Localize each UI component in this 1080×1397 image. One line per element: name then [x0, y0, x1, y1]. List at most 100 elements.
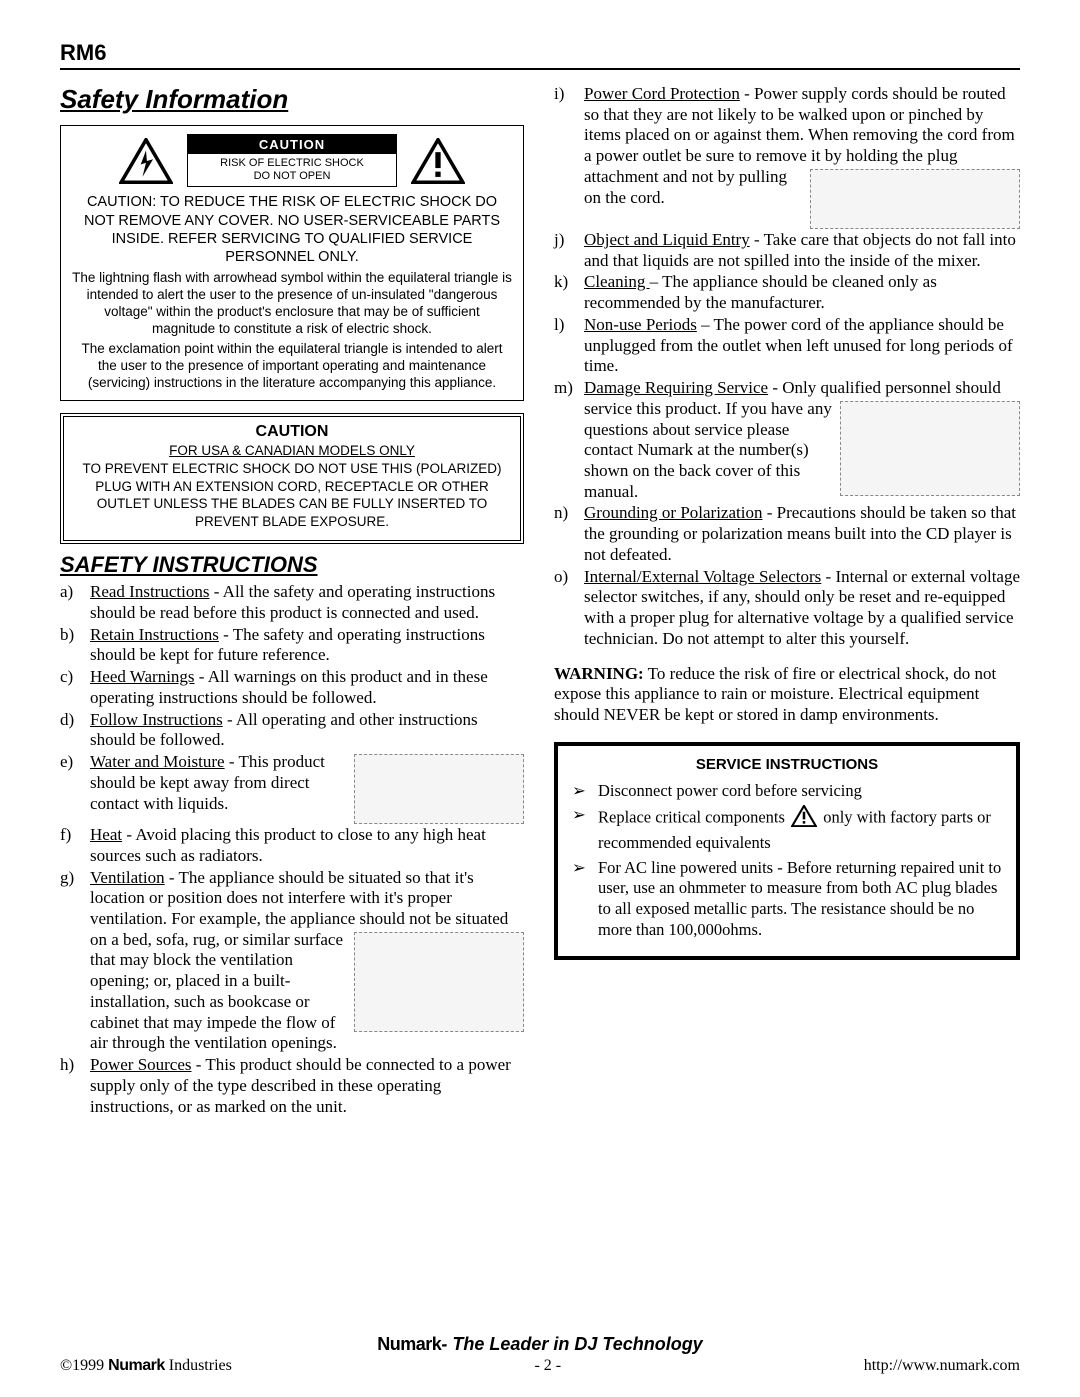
- service-item-text: Replace critical components only with fa…: [598, 805, 1002, 853]
- list-content: Object and Liquid Entry - Take care that…: [584, 230, 1020, 271]
- list-item: i)Power Cord Protection - Power supply c…: [554, 84, 1020, 229]
- list-marker: k): [554, 272, 584, 313]
- right-column: i)Power Cord Protection - Power supply c…: [554, 84, 1020, 1118]
- list-marker: i): [554, 84, 584, 229]
- bullet-icon: ➢: [572, 781, 598, 802]
- copyright-post: Industries: [165, 1357, 232, 1374]
- list-item: d)Follow Instructions - All operating an…: [60, 710, 524, 751]
- list-marker: e): [60, 752, 90, 824]
- list-content: Ventilation - The appliance should be si…: [90, 868, 524, 1055]
- list-item: a)Read Instructions - All the safety and…: [60, 582, 524, 623]
- list-marker: c): [60, 667, 90, 708]
- bullet-icon: ➢: [572, 858, 598, 941]
- item-heading: Object and Liquid Entry: [584, 230, 750, 249]
- safety-info-title: Safety Information: [60, 84, 524, 115]
- list-content: Internal/External Voltage Selectors - In…: [584, 567, 1020, 650]
- list-item: k)Cleaning – The appliance should be cle…: [554, 272, 1020, 313]
- item-heading: Follow Instructions: [90, 710, 223, 729]
- brand-name-small: Numark: [108, 1357, 165, 1374]
- item-heading: Heat: [90, 825, 122, 844]
- service-item: ➢For AC line powered units - Before retu…: [572, 858, 1002, 941]
- list-content: Heat - Avoid placing this product to clo…: [90, 825, 524, 866]
- list-marker: h): [60, 1055, 90, 1117]
- illustration-placeholder: [840, 401, 1020, 496]
- service-list: ➢Disconnect power cord before servicing➢…: [572, 781, 1002, 940]
- list-item: j)Object and Liquid Entry - Take care th…: [554, 230, 1020, 271]
- item-text: - Avoid placing this product to close to…: [90, 825, 486, 865]
- list-content: Power Sources - This product should be c…: [90, 1055, 524, 1117]
- item-heading: Power Sources: [90, 1055, 192, 1074]
- exclamation-triangle-icon: [791, 805, 817, 833]
- lightning-triangle-icon: [119, 138, 173, 184]
- item-heading: Water and Moisture: [90, 752, 225, 771]
- caution-top-row: CAUTION RISK OF ELECTRIC SHOCK DO NOT OP…: [71, 134, 513, 187]
- caution2-body: TO PREVENT ELECTRIC SHOCK DO NOT USE THI…: [78, 460, 506, 530]
- content-columns: Safety Information CAUTION RISK OF ELECT…: [60, 84, 1020, 1118]
- header: RM6: [60, 40, 1020, 70]
- footer-tag-text: - The Leader in DJ Technology: [441, 1334, 702, 1354]
- caution-label: CAUTION: [188, 135, 396, 154]
- caution-risk-text: RISK OF ELECTRIC SHOCK DO NOT OPEN: [188, 154, 396, 186]
- caution-sub2: The exclamation point within the equilat…: [71, 341, 513, 392]
- list-item: m)Damage Requiring Service - Only qualif…: [554, 378, 1020, 502]
- service-item-text: For AC line powered units - Before retur…: [598, 858, 1002, 941]
- list-item: e)Water and Moisture - This product shou…: [60, 752, 524, 824]
- bullet-icon: ➢: [572, 805, 598, 853]
- item-heading: Power Cord Protection: [584, 84, 740, 103]
- list-content: Damage Requiring Service - Only qualifie…: [584, 378, 1020, 502]
- list-item: g)Ventilation - The appliance should be …: [60, 868, 524, 1055]
- list-content: Read Instructions - All the safety and o…: [90, 582, 524, 623]
- service-item-text: Disconnect power cord before servicing: [598, 781, 862, 802]
- item-heading: Ventilation: [90, 868, 165, 887]
- page-number: - 2 -: [534, 1357, 561, 1375]
- list-item: b)Retain Instructions - The safety and o…: [60, 625, 524, 666]
- service-head: SERVICE INSTRUCTIONS: [572, 756, 1002, 773]
- illustration-placeholder: [354, 754, 524, 824]
- list-marker: j): [554, 230, 584, 271]
- instructions-list-left: a)Read Instructions - All the safety and…: [60, 582, 524, 1117]
- item-heading: Heed Warnings: [90, 667, 195, 686]
- list-marker: b): [60, 625, 90, 666]
- brand-name: Numark: [377, 1334, 441, 1354]
- footer-copyright: ©1999 Numark Industries: [60, 1357, 232, 1375]
- item-heading: Non-use Periods: [584, 315, 697, 334]
- illustration-placeholder: [810, 169, 1020, 229]
- list-item: n)Grounding or Polarization - Precaution…: [554, 503, 1020, 565]
- list-item: l)Non-use Periods – The power cord of th…: [554, 315, 1020, 377]
- caution-box-main: CAUTION RISK OF ELECTRIC SHOCK DO NOT OP…: [60, 125, 524, 401]
- list-content: Power Cord Protection - Power supply cor…: [584, 84, 1020, 229]
- list-marker: d): [60, 710, 90, 751]
- item-heading: Cleaning: [584, 272, 650, 291]
- list-item: h)Power Sources - This product should be…: [60, 1055, 524, 1117]
- list-content: Water and Moisture - This product should…: [90, 752, 524, 824]
- list-item: o)Internal/External Voltage Selectors - …: [554, 567, 1020, 650]
- warning-bold: WARNING:: [554, 664, 644, 683]
- caution-sub1: The lightning flash with arrowhead symbo…: [71, 270, 513, 338]
- item-heading: Retain Instructions: [90, 625, 219, 644]
- list-content: Grounding or Polarization - Precautions …: [584, 503, 1020, 565]
- list-content: Cleaning – The appliance should be clean…: [584, 272, 1020, 313]
- caution2-head: CAUTION: [78, 423, 506, 441]
- safety-instructions-title: SAFETY INSTRUCTIONS: [60, 552, 524, 578]
- list-marker: g): [60, 868, 90, 1055]
- list-marker: m): [554, 378, 584, 502]
- list-marker: a): [60, 582, 90, 623]
- model-number: RM6: [60, 40, 106, 65]
- left-column: Safety Information CAUTION RISK OF ELECT…: [60, 84, 524, 1118]
- illustration-placeholder: [354, 932, 524, 1032]
- item-heading: Internal/External Voltage Selectors: [584, 567, 821, 586]
- list-marker: f): [60, 825, 90, 866]
- footer-row: ©1999 Numark Industries - 2 - http://www…: [60, 1357, 1020, 1375]
- instructions-list-right: i)Power Cord Protection - Power supply c…: [554, 84, 1020, 650]
- list-item: f)Heat - Avoid placing this product to c…: [60, 825, 524, 866]
- copyright-pre: ©1999: [60, 1357, 108, 1374]
- footer: Numark- The Leader in DJ Technology ©199…: [60, 1334, 1020, 1375]
- list-item: c)Heed Warnings - All warnings on this p…: [60, 667, 524, 708]
- list-content: Heed Warnings - All warnings on this pro…: [90, 667, 524, 708]
- list-content: Follow Instructions - All operating and …: [90, 710, 524, 751]
- item-heading: Read Instructions: [90, 582, 209, 601]
- list-marker: l): [554, 315, 584, 377]
- caution-box-polarized: CAUTION FOR USA & CANADIAN MODELS ONLY T…: [60, 413, 524, 544]
- list-marker: n): [554, 503, 584, 565]
- list-content: Retain Instructions - The safety and ope…: [90, 625, 524, 666]
